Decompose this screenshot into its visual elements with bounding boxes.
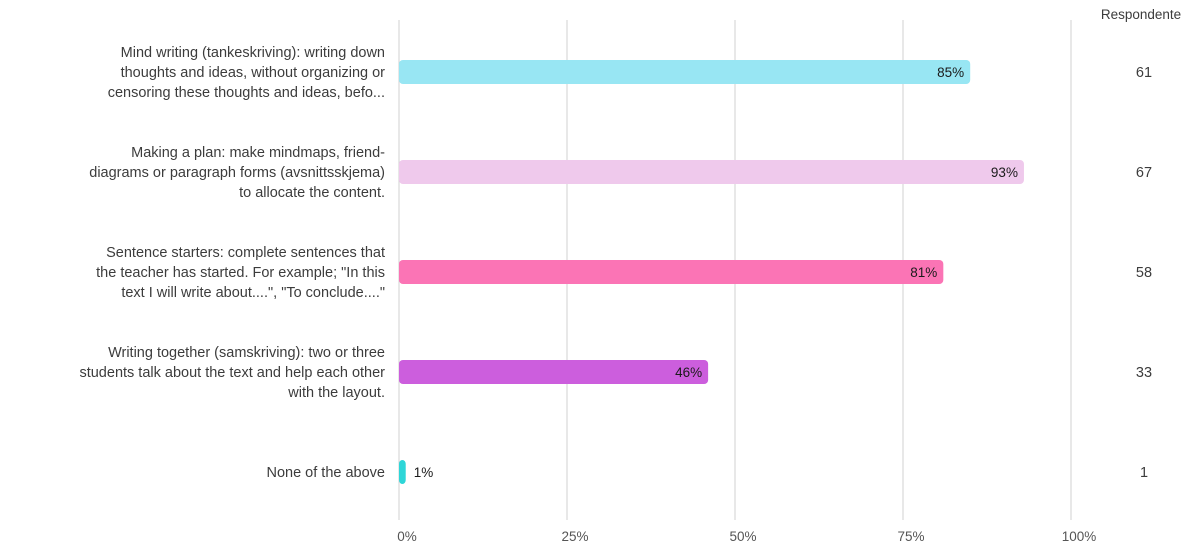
category-label-line: thoughts and ideas, without organizing o… xyxy=(121,65,386,81)
category-label: Mind writing (tankeskriving): writing do… xyxy=(108,45,385,101)
data-label: 81% xyxy=(910,265,937,280)
category-labels: Mind writing (tankeskriving): writing do… xyxy=(79,45,385,481)
respondents-value: 58 xyxy=(1136,265,1152,281)
category-label-line: with the layout. xyxy=(287,385,385,401)
category-label-line: text I will write about....", "To conclu… xyxy=(121,285,385,301)
data-label: 46% xyxy=(675,365,702,380)
data-label: 85% xyxy=(937,65,964,80)
category-label-line: censoring these thoughts and ideas, befo… xyxy=(108,85,385,101)
category-label-line: Writing together (samskriving): two or t… xyxy=(108,345,385,361)
bar xyxy=(399,360,709,384)
category-label-line: Sentence starters: complete sentences th… xyxy=(106,245,385,261)
category-label-line: Making a plan: make mindmaps, friend- xyxy=(131,145,385,161)
category-label-line: diagrams or paragraph forms (avsnittsskj… xyxy=(89,165,385,181)
category-label-line: students talk about the text and help ea… xyxy=(79,365,385,381)
bar xyxy=(399,460,406,484)
bars: 85% 93% 81% 46% 1% xyxy=(399,60,1024,484)
bar xyxy=(399,260,944,284)
respondents-header: Respondente xyxy=(1101,7,1181,22)
category-label-line: to allocate the content. xyxy=(239,185,385,201)
category-label-line: the teacher has started. For example; "I… xyxy=(96,265,385,281)
data-label: 93% xyxy=(991,165,1018,180)
category-label: None of the above xyxy=(266,465,385,481)
data-label: 1% xyxy=(414,465,434,480)
respondents-value: 1 xyxy=(1140,465,1148,481)
category-label-line: Mind writing (tankeskriving): writing do… xyxy=(121,45,385,61)
x-axis-ticks: 0% 25% 50% 75% 100% xyxy=(397,529,1096,544)
category-label: Writing together (samskriving): two or t… xyxy=(79,345,385,401)
respondents-value: 67 xyxy=(1136,165,1152,181)
category-label: Making a plan: make mindmaps, friend-dia… xyxy=(89,145,385,201)
respondents-value: 61 xyxy=(1136,65,1152,81)
category-label-line: None of the above xyxy=(266,465,385,481)
category-label: Sentence starters: complete sentences th… xyxy=(96,245,385,301)
bar xyxy=(399,160,1024,184)
respondents-column: Respondente 61 67 58 33 1 xyxy=(1101,7,1181,481)
x-tick-label: 50% xyxy=(729,529,756,544)
x-tick-label: 75% xyxy=(897,529,924,544)
respondents-value: 33 xyxy=(1136,365,1152,381)
x-tick-label: 100% xyxy=(1062,529,1097,544)
bar xyxy=(399,60,971,84)
x-tick-label: 25% xyxy=(561,529,588,544)
x-tick-label: 0% xyxy=(397,529,417,544)
